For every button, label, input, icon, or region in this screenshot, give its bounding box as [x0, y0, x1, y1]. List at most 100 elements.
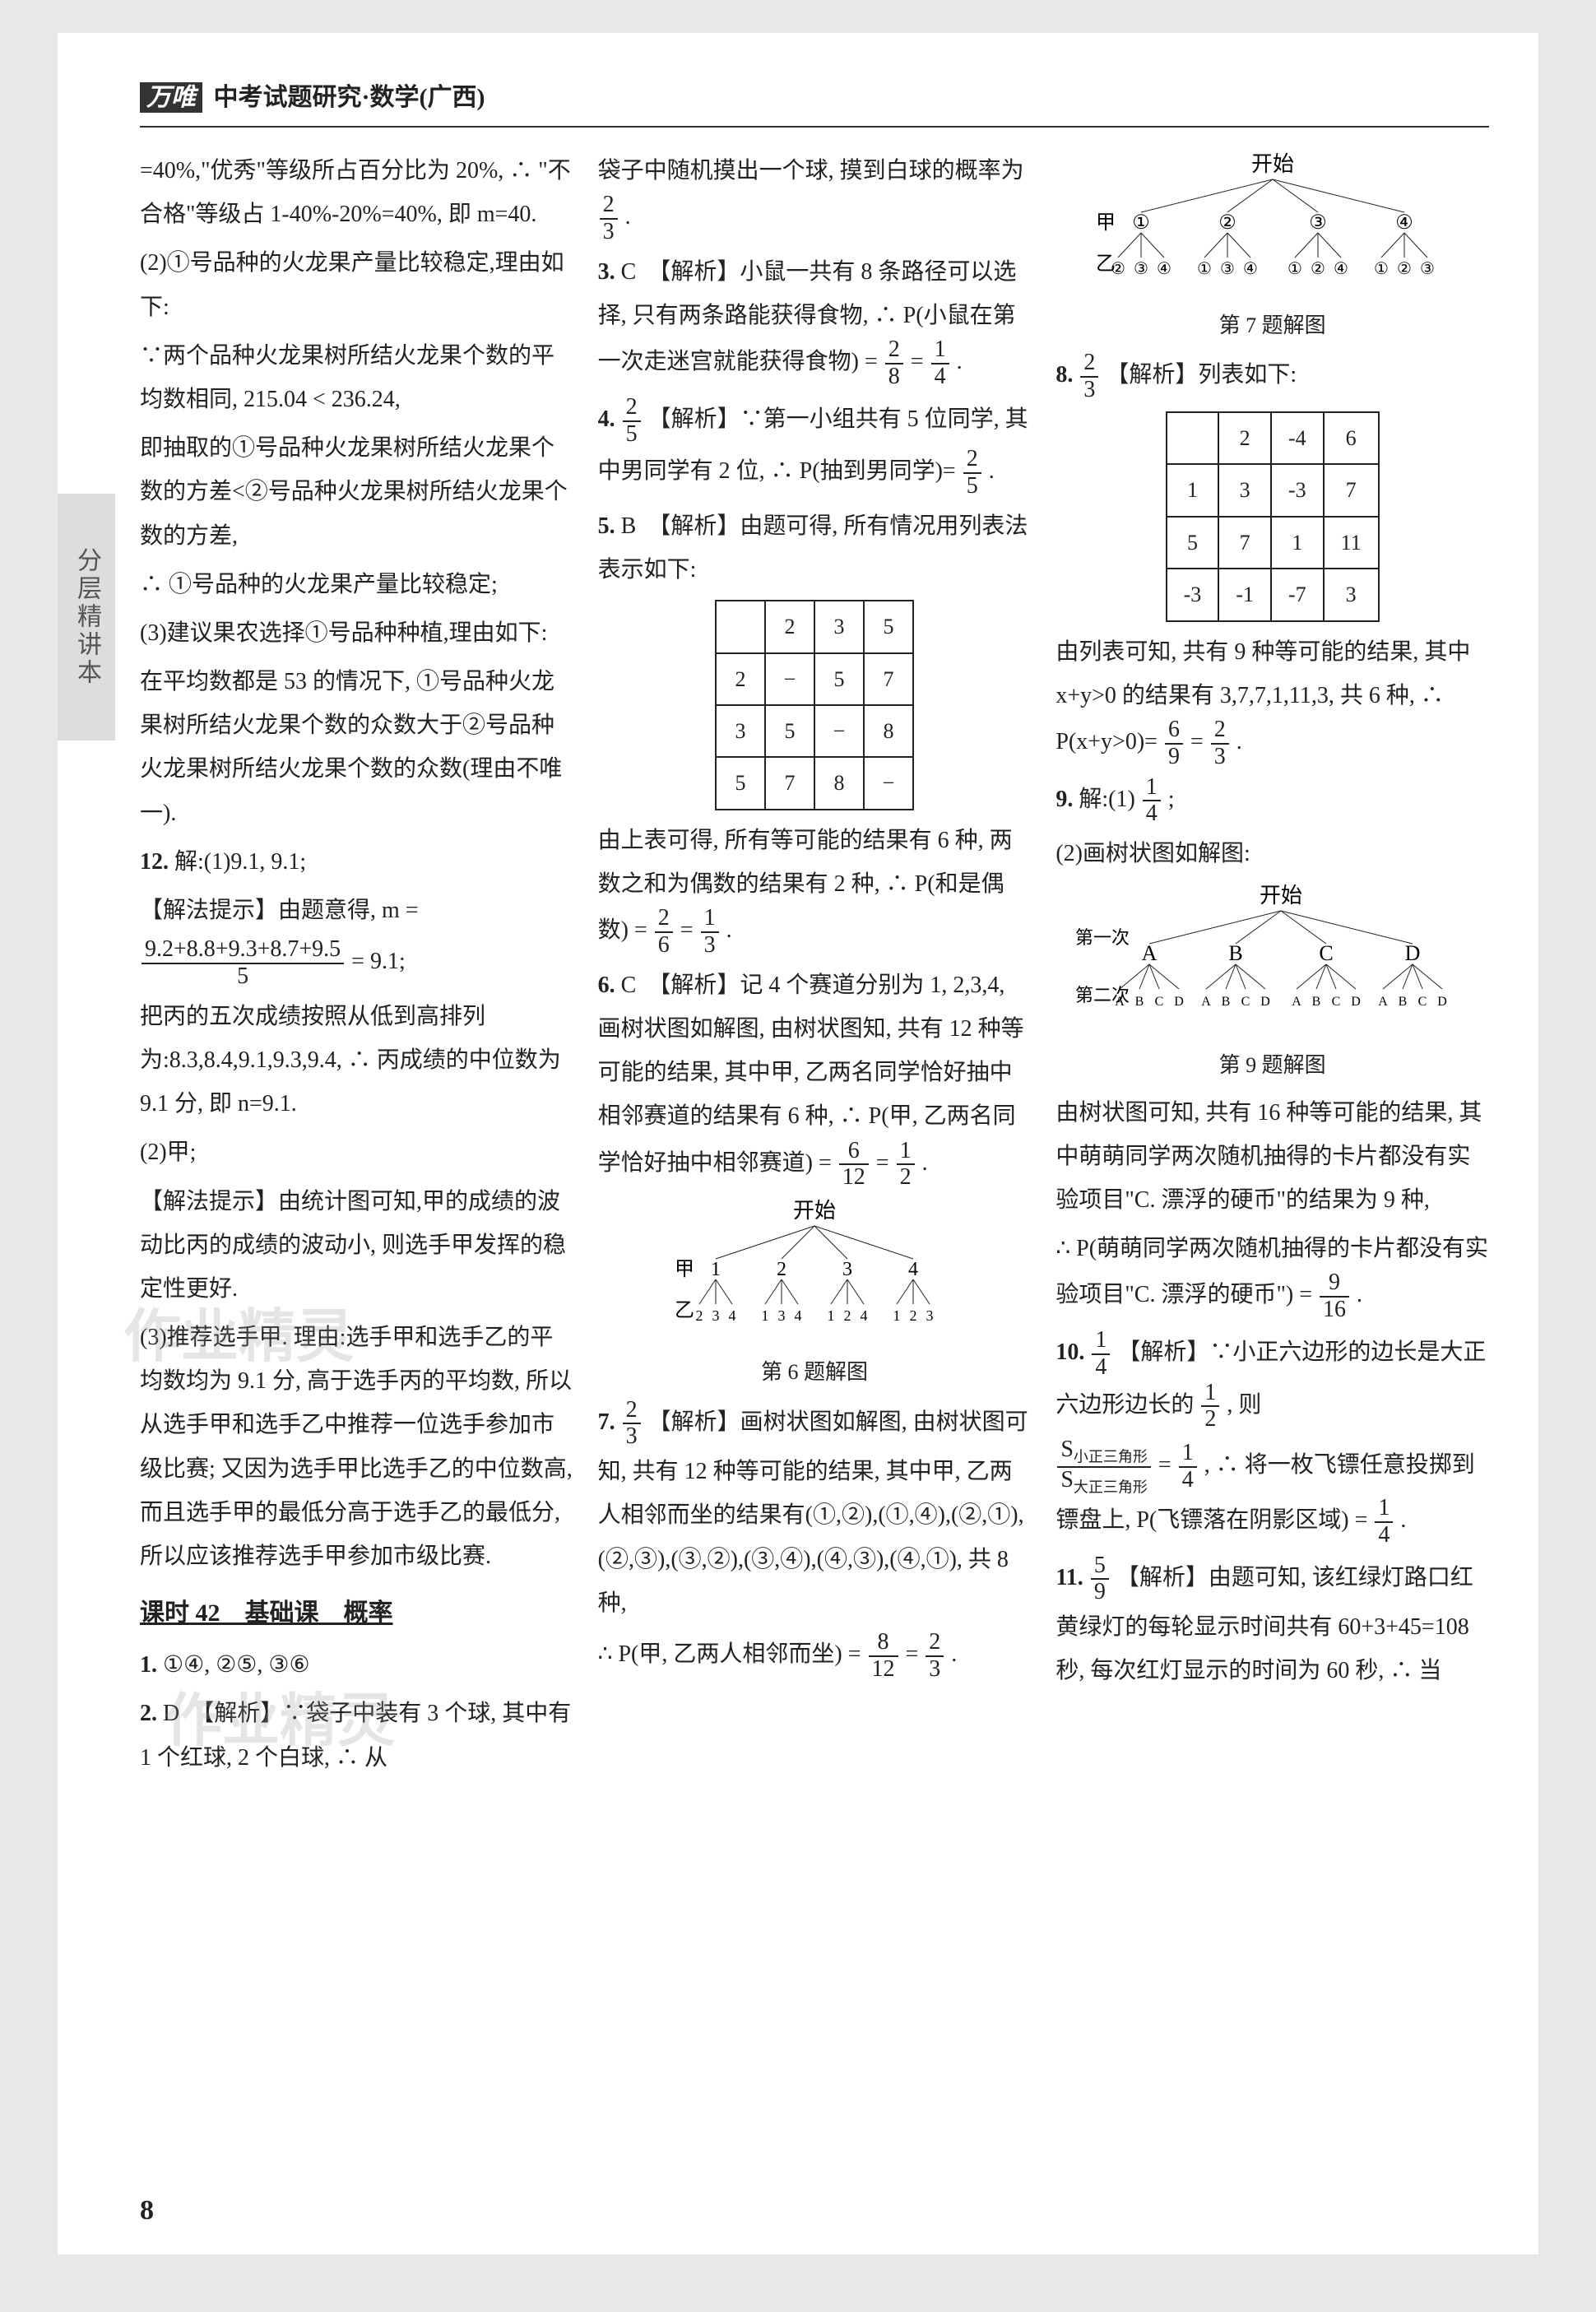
svg-text:④: ④ [1157, 260, 1171, 278]
q11: 11. 59 【解析】由题可知, 该红绿灯路口红黄绿灯的每轮显示时间共有 60+… [1055, 1553, 1489, 1693]
svg-text:D: D [1174, 995, 1184, 1009]
text: (2)①号品种的火龙果产量比较稳定,理由如下: [140, 241, 573, 328]
svg-text:C: C [1319, 941, 1333, 965]
svg-text:开始: 开始 [1251, 152, 1294, 176]
q10: 10. 14 【解析】∵小正六边形的边长是大正六边形边长的 12 , 则 [1055, 1328, 1489, 1432]
svg-text:②: ② [1397, 260, 1412, 278]
svg-text:4: 4 [729, 1307, 736, 1324]
text: ∵两个品种火龙果树所结火龙果个数的平均数相同, 215.04 < 236.24, [140, 334, 573, 421]
svg-text:B: B [1398, 995, 1407, 1009]
svg-text:C: C [1331, 995, 1340, 1009]
svg-text:1: 1 [893, 1307, 901, 1324]
tree-q7: 开始 甲 ① ② ③ ④ ②③④①③④①②④①②③ 乙 [1075, 151, 1470, 299]
svg-text:B: B [1134, 995, 1144, 1009]
text: 由树状图可知, 共有 16 种等可能的结果, 其中萌萌同学两次随机抽得的卡片都没… [1055, 1091, 1489, 1223]
brand-badge: 万唯 [140, 82, 202, 113]
svg-text:①: ① [1374, 260, 1389, 278]
column-2: 袋子中随机摸出一个球, 摸到白球的概率为 23 . 3. C 【解析】小鼠一共有… [598, 144, 1032, 1785]
svg-text:④: ④ [1334, 260, 1348, 278]
text: =40%,"优秀"等级所占百分比为 20%, ∴ "不合格"等级占 1-40%-… [140, 149, 573, 236]
svg-text:4: 4 [795, 1307, 802, 1324]
svg-text:B: B [1311, 995, 1320, 1009]
section-title: 课时 42 基础课 概率 [140, 1590, 573, 1637]
svg-text:2: 2 [844, 1307, 851, 1324]
text: 即抽取的①号品种火龙果树所结火龙果个数的方差<②号品种火龙果树所结火龙果个数的方… [140, 426, 573, 558]
q1: 1. ①④, ②⑤, ③⑥ [140, 1643, 573, 1687]
svg-text:①: ① [1287, 260, 1302, 278]
svg-text:B: B [1221, 995, 1230, 1009]
text: (2)画树状图如解图: [1055, 832, 1489, 875]
q5-table: 2352−5735−8578− [715, 600, 914, 810]
tree-q9: 开始 第一次 A B C D ABCDABCDABCDABCD 第二次 [1067, 882, 1478, 1038]
text: 【解法提示】由统计图可知,甲的成绩的波动比丙的成绩的波动小, 则选手甲发挥的稳定… [140, 1180, 573, 1312]
svg-text:4: 4 [908, 1259, 918, 1280]
page-number: 8 [140, 2184, 154, 2238]
caption: 第 9 题解图 [1055, 1045, 1489, 1085]
text: (3)推荐选手甲. 理由:选手甲和选手乙的平均数均为 9.1 分, 高于选手丙的… [140, 1316, 573, 1578]
svg-text:3: 3 [842, 1259, 852, 1280]
svg-text:D: D [1404, 941, 1420, 965]
q8: 8. 23 【解析】列表如下: [1055, 351, 1489, 403]
q6: 6. C 【解析】记 4 个赛道分别为 1, 2,3,4, 画树状图如解图, 由… [598, 963, 1032, 1191]
svg-text:③: ③ [1309, 212, 1327, 234]
text: S小正三角形S大正三角形 = 14 , ∴ 将一枚飞镖任意投掷到镖盘上, P(飞… [1055, 1437, 1489, 1548]
text: 把丙的五次成绩按照从低到高排列为:8.3,8.4,9.1,9.3,9.4, ∴ … [140, 995, 573, 1126]
svg-text:1: 1 [711, 1259, 721, 1280]
text: 解:(1)9.1, 9.1; [174, 849, 306, 875]
text: ∴ ①号品种的火龙果产量比较稳定; [140, 563, 573, 606]
svg-text:C: C [1241, 995, 1250, 1009]
q7: 7. 23 【解析】画树状图如解图, 由树状图可知, 共有 12 种等可能的结果… [598, 1398, 1032, 1625]
svg-text:甲: 甲 [1096, 212, 1116, 234]
svg-text:1: 1 [828, 1307, 835, 1324]
svg-text:乙: 乙 [1096, 253, 1116, 275]
tree-q6: 开始 甲 1 2 3 4 234134124123 乙 [658, 1197, 971, 1345]
svg-text:A: A [1378, 995, 1388, 1009]
q12: 12. 解:(1)9.1, 9.1; [140, 840, 573, 884]
svg-text:3: 3 [778, 1307, 786, 1324]
svg-text:第二次: 第二次 [1075, 985, 1130, 1005]
q8-table: 2-4613-3757111-3-1-73 [1166, 411, 1380, 622]
q3: 3. C 【解析】小鼠一共有 8 条路径可以选择, 只有两条路能获得食物, ∴ … [598, 250, 1032, 390]
text: 由列表可知, 共有 9 种等可能的结果, 其中 x+y>0 的结果有 3,7,7… [1055, 630, 1489, 770]
header-title: 中考试题研究·数学(广西) [214, 84, 485, 111]
fraction-line: 9.2+8.8+9.3+8.7+9.5 5 = 9.1; [140, 937, 573, 990]
page-header: 万唯 中考试题研究·数学(广西) [140, 74, 1489, 128]
text: (3)建议果农选择①号品种种植,理由如下: [140, 611, 573, 655]
text: ∴ P(甲, 乙两人相邻而坐) = 812 = 23 . [598, 1630, 1032, 1683]
svg-text:①: ① [1197, 260, 1212, 278]
fraction: 9.2+8.8+9.3+8.7+9.5 5 [142, 937, 344, 990]
svg-text:A: A [1292, 995, 1301, 1009]
svg-text:2: 2 [777, 1259, 786, 1280]
svg-text:1: 1 [762, 1307, 769, 1324]
svg-text:①: ① [1132, 212, 1150, 234]
q4: 4. 25 【解析】∵第一小组共有 5 位同学, 其中男同学有 2 位, ∴ P… [598, 395, 1032, 499]
q5: 5. B 【解析】由题可得, 所有情况用列表法表示如下: [598, 504, 1032, 592]
svg-text:③: ③ [1220, 260, 1235, 278]
side-tab: 分层精讲本 [58, 494, 115, 740]
svg-text:开始: 开始 [1260, 884, 1302, 908]
svg-text:D: D [1351, 995, 1361, 1009]
column-3: 开始 甲 ① ② ③ ④ ②③④①③④①②④①②③ 乙 第 7 题解图 8. 2… [1055, 144, 1489, 1785]
qnum: 12. [140, 849, 169, 875]
svg-text:A: A [1201, 995, 1211, 1009]
svg-text:④: ④ [1395, 212, 1413, 234]
svg-text:D: D [1437, 995, 1447, 1009]
svg-text:④: ④ [1243, 260, 1258, 278]
caption: 第 6 题解图 [598, 1352, 1032, 1392]
svg-text:4: 4 [861, 1307, 868, 1324]
text: 在平均数都是 53 的情况下, ①号品种火龙果树所结火龙果个数的众数大于②号品种… [140, 660, 573, 835]
svg-text:3: 3 [712, 1307, 720, 1324]
column-1: =40%,"优秀"等级所占百分比为 20%, ∴ "不合格"等级占 1-40%-… [140, 144, 573, 1785]
svg-text:B: B [1228, 941, 1242, 965]
text: (2)甲; [140, 1130, 573, 1174]
text: 【解法提示】由题意得, m = [140, 889, 573, 932]
q2: 2. D 【解析】∵袋子中装有 3 个球, 其中有 1 个红球, 2 个白球, … [140, 1692, 573, 1779]
svg-text:2: 2 [696, 1307, 703, 1324]
svg-text:C: C [1417, 995, 1427, 1009]
text: ∴ P(萌萌同学两次随机抽得的卡片都没有实验项目"C. 漂浮的硬币") = 91… [1055, 1227, 1489, 1323]
svg-text:③: ③ [1134, 260, 1148, 278]
svg-text:③: ③ [1420, 260, 1435, 278]
svg-text:2: 2 [910, 1307, 917, 1324]
svg-text:C: C [1154, 995, 1163, 1009]
svg-text:A: A [1141, 941, 1157, 965]
